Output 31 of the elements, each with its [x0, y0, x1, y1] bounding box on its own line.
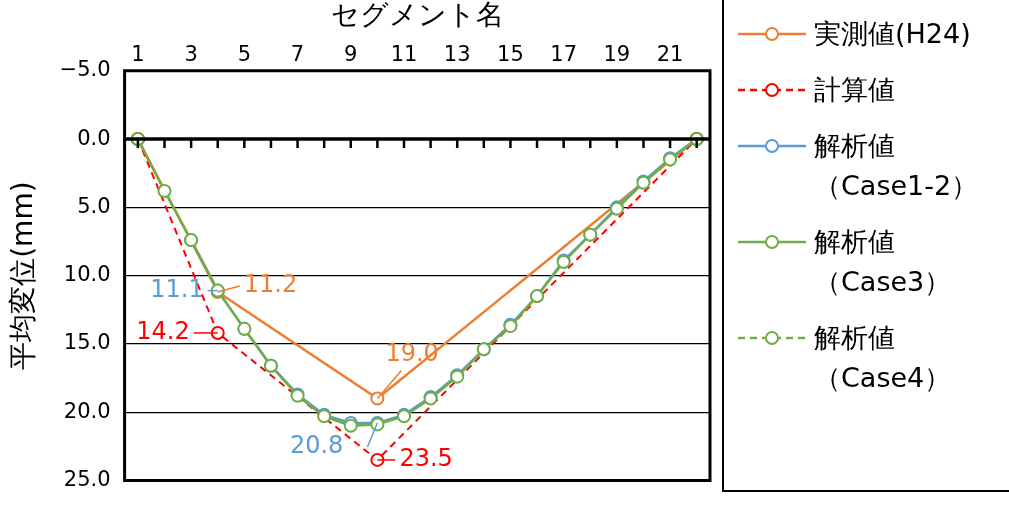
data-label: 11.2 — [243, 270, 298, 299]
y-tick-label: 25.0 — [63, 466, 111, 491]
x-tick-label: 7 — [290, 41, 305, 66]
x-tick-label: 17 — [550, 41, 578, 66]
y-tick-label: 0.0 — [77, 125, 111, 150]
x-tick-label: 15 — [497, 41, 524, 66]
y-tick-label: 10.0 — [63, 262, 111, 287]
x-tick-label: 3 — [184, 41, 198, 66]
data-label: 11.1 — [150, 274, 204, 303]
legend-label: 解析値（Case3） — [814, 225, 952, 299]
legend-label: 計算値 — [814, 73, 895, 107]
data-label: 20.8 — [289, 431, 344, 460]
data-label: 19.0 — [385, 338, 439, 367]
legend-label: 実測値(H24) — [814, 17, 971, 51]
x-tick-label: 19 — [603, 41, 631, 66]
legend-label: 解析値（Case4） — [814, 321, 952, 395]
y-tick-label: −5.0 — [59, 57, 111, 82]
y-tick-label: 15.0 — [63, 330, 111, 355]
legend-label: 解析値（Case1-2） — [814, 129, 979, 203]
data-label: 14.2 — [136, 317, 190, 346]
x-axis-title: セグメント名 — [330, 0, 504, 32]
data-label: 23.5 — [399, 444, 453, 473]
x-tick-label: 11 — [390, 41, 418, 66]
y-axis-title: 平均変位(mm) — [6, 181, 40, 370]
x-tick-label: 5 — [237, 41, 252, 66]
x-tick-label: 13 — [443, 41, 471, 66]
x-tick-label: 9 — [344, 41, 358, 66]
y-tick-label: 5.0 — [77, 193, 111, 218]
x-tick-label: 1 — [131, 41, 145, 66]
y-tick-label: 20.0 — [63, 398, 111, 423]
x-tick-label: 21 — [656, 41, 684, 66]
